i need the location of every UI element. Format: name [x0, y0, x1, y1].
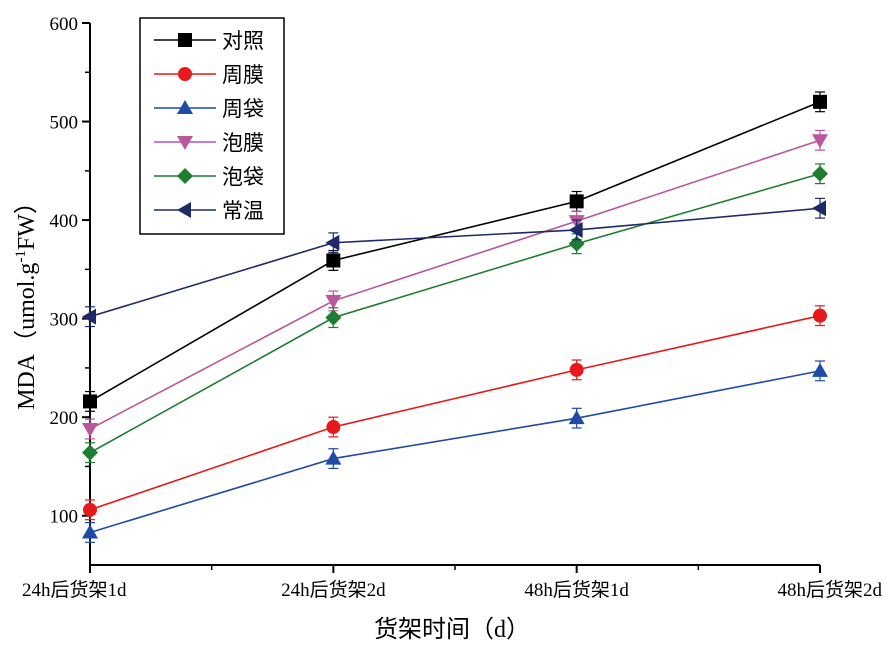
data-point	[812, 165, 828, 182]
series-5	[82, 197, 826, 328]
legend-entry: 对照	[154, 29, 264, 53]
legend-entry: 泡袋	[154, 165, 264, 189]
legend-marker	[178, 33, 192, 47]
x-tick-label: 48h后货架2d	[777, 579, 882, 601]
y-axis-title: MDA（umol.g-1FW）	[13, 190, 40, 410]
y-axis-ticks: 100 200 300 400 500 600	[50, 14, 90, 528]
y-tick-label: 400	[50, 211, 79, 232]
legend-label: 周膜	[222, 63, 264, 87]
data-point	[569, 194, 584, 209]
y-tick-label: 200	[50, 408, 79, 429]
legend-entry: 周膜	[154, 63, 264, 87]
data-point	[569, 362, 584, 377]
data-point	[812, 134, 828, 149]
data-point	[82, 524, 98, 539]
series-layer	[82, 91, 828, 543]
data-point	[83, 502, 97, 517]
series-4	[82, 163, 828, 464]
series-line	[89, 173, 821, 454]
legend-label: 泡膜	[222, 131, 264, 155]
legend-entry: 常温	[154, 199, 264, 223]
data-point	[82, 444, 98, 461]
data-point	[82, 423, 98, 438]
legend-label: 泡袋	[222, 165, 264, 189]
y-axis-title-superscript: -1	[13, 250, 29, 263]
data-point	[325, 450, 342, 465]
data-point	[325, 294, 342, 309]
series-1	[83, 305, 827, 521]
data-point	[326, 420, 341, 435]
data-point	[812, 362, 828, 377]
x-axis-ticks: 24h后货架1d 24h后货架2d 48h后货架1d 48h后货架2d	[22, 565, 882, 601]
legend-marker	[177, 100, 193, 114]
series-line	[89, 370, 821, 534]
legend-entry: 泡膜	[154, 131, 264, 155]
y-axis-title-main: MDA（umol.g	[14, 263, 40, 410]
data-point	[813, 308, 827, 323]
series-2	[82, 360, 828, 543]
legend-marker	[178, 67, 192, 81]
y-tick-label: 500	[50, 113, 79, 134]
y-tick-label: 100	[50, 507, 79, 528]
x-tick-label: 24h后货架2d	[281, 579, 386, 601]
y-tick-label: 300	[50, 310, 79, 331]
y-tick-label: 600	[50, 14, 79, 35]
legend-label: 常温	[222, 199, 264, 223]
data-point	[83, 394, 97, 409]
legend-marker	[177, 202, 191, 218]
series-line	[89, 207, 821, 318]
x-tick-label: 48h后货架1d	[524, 579, 629, 601]
legend-label: 对照	[222, 29, 264, 53]
series-line	[89, 314, 821, 511]
x-axis-title: 货架时间（d）	[374, 616, 530, 643]
data-point	[813, 94, 827, 109]
data-point	[812, 200, 826, 217]
series-0	[83, 91, 827, 412]
data-point	[326, 253, 341, 268]
x-tick-label: 24h后货架1d	[22, 579, 127, 601]
data-point	[568, 410, 585, 425]
data-point	[325, 234, 340, 251]
data-point	[568, 221, 583, 238]
data-point	[82, 308, 96, 325]
y-axis-title-end: FW）	[14, 190, 40, 250]
series-line	[89, 101, 821, 403]
legend-entry: 周袋	[154, 97, 264, 121]
legend-marker	[177, 168, 193, 184]
data-point	[325, 309, 342, 326]
legend-marker	[177, 136, 193, 150]
legend-label: 周袋	[222, 97, 264, 121]
legend-box	[139, 17, 285, 235]
series-line	[89, 139, 821, 430]
